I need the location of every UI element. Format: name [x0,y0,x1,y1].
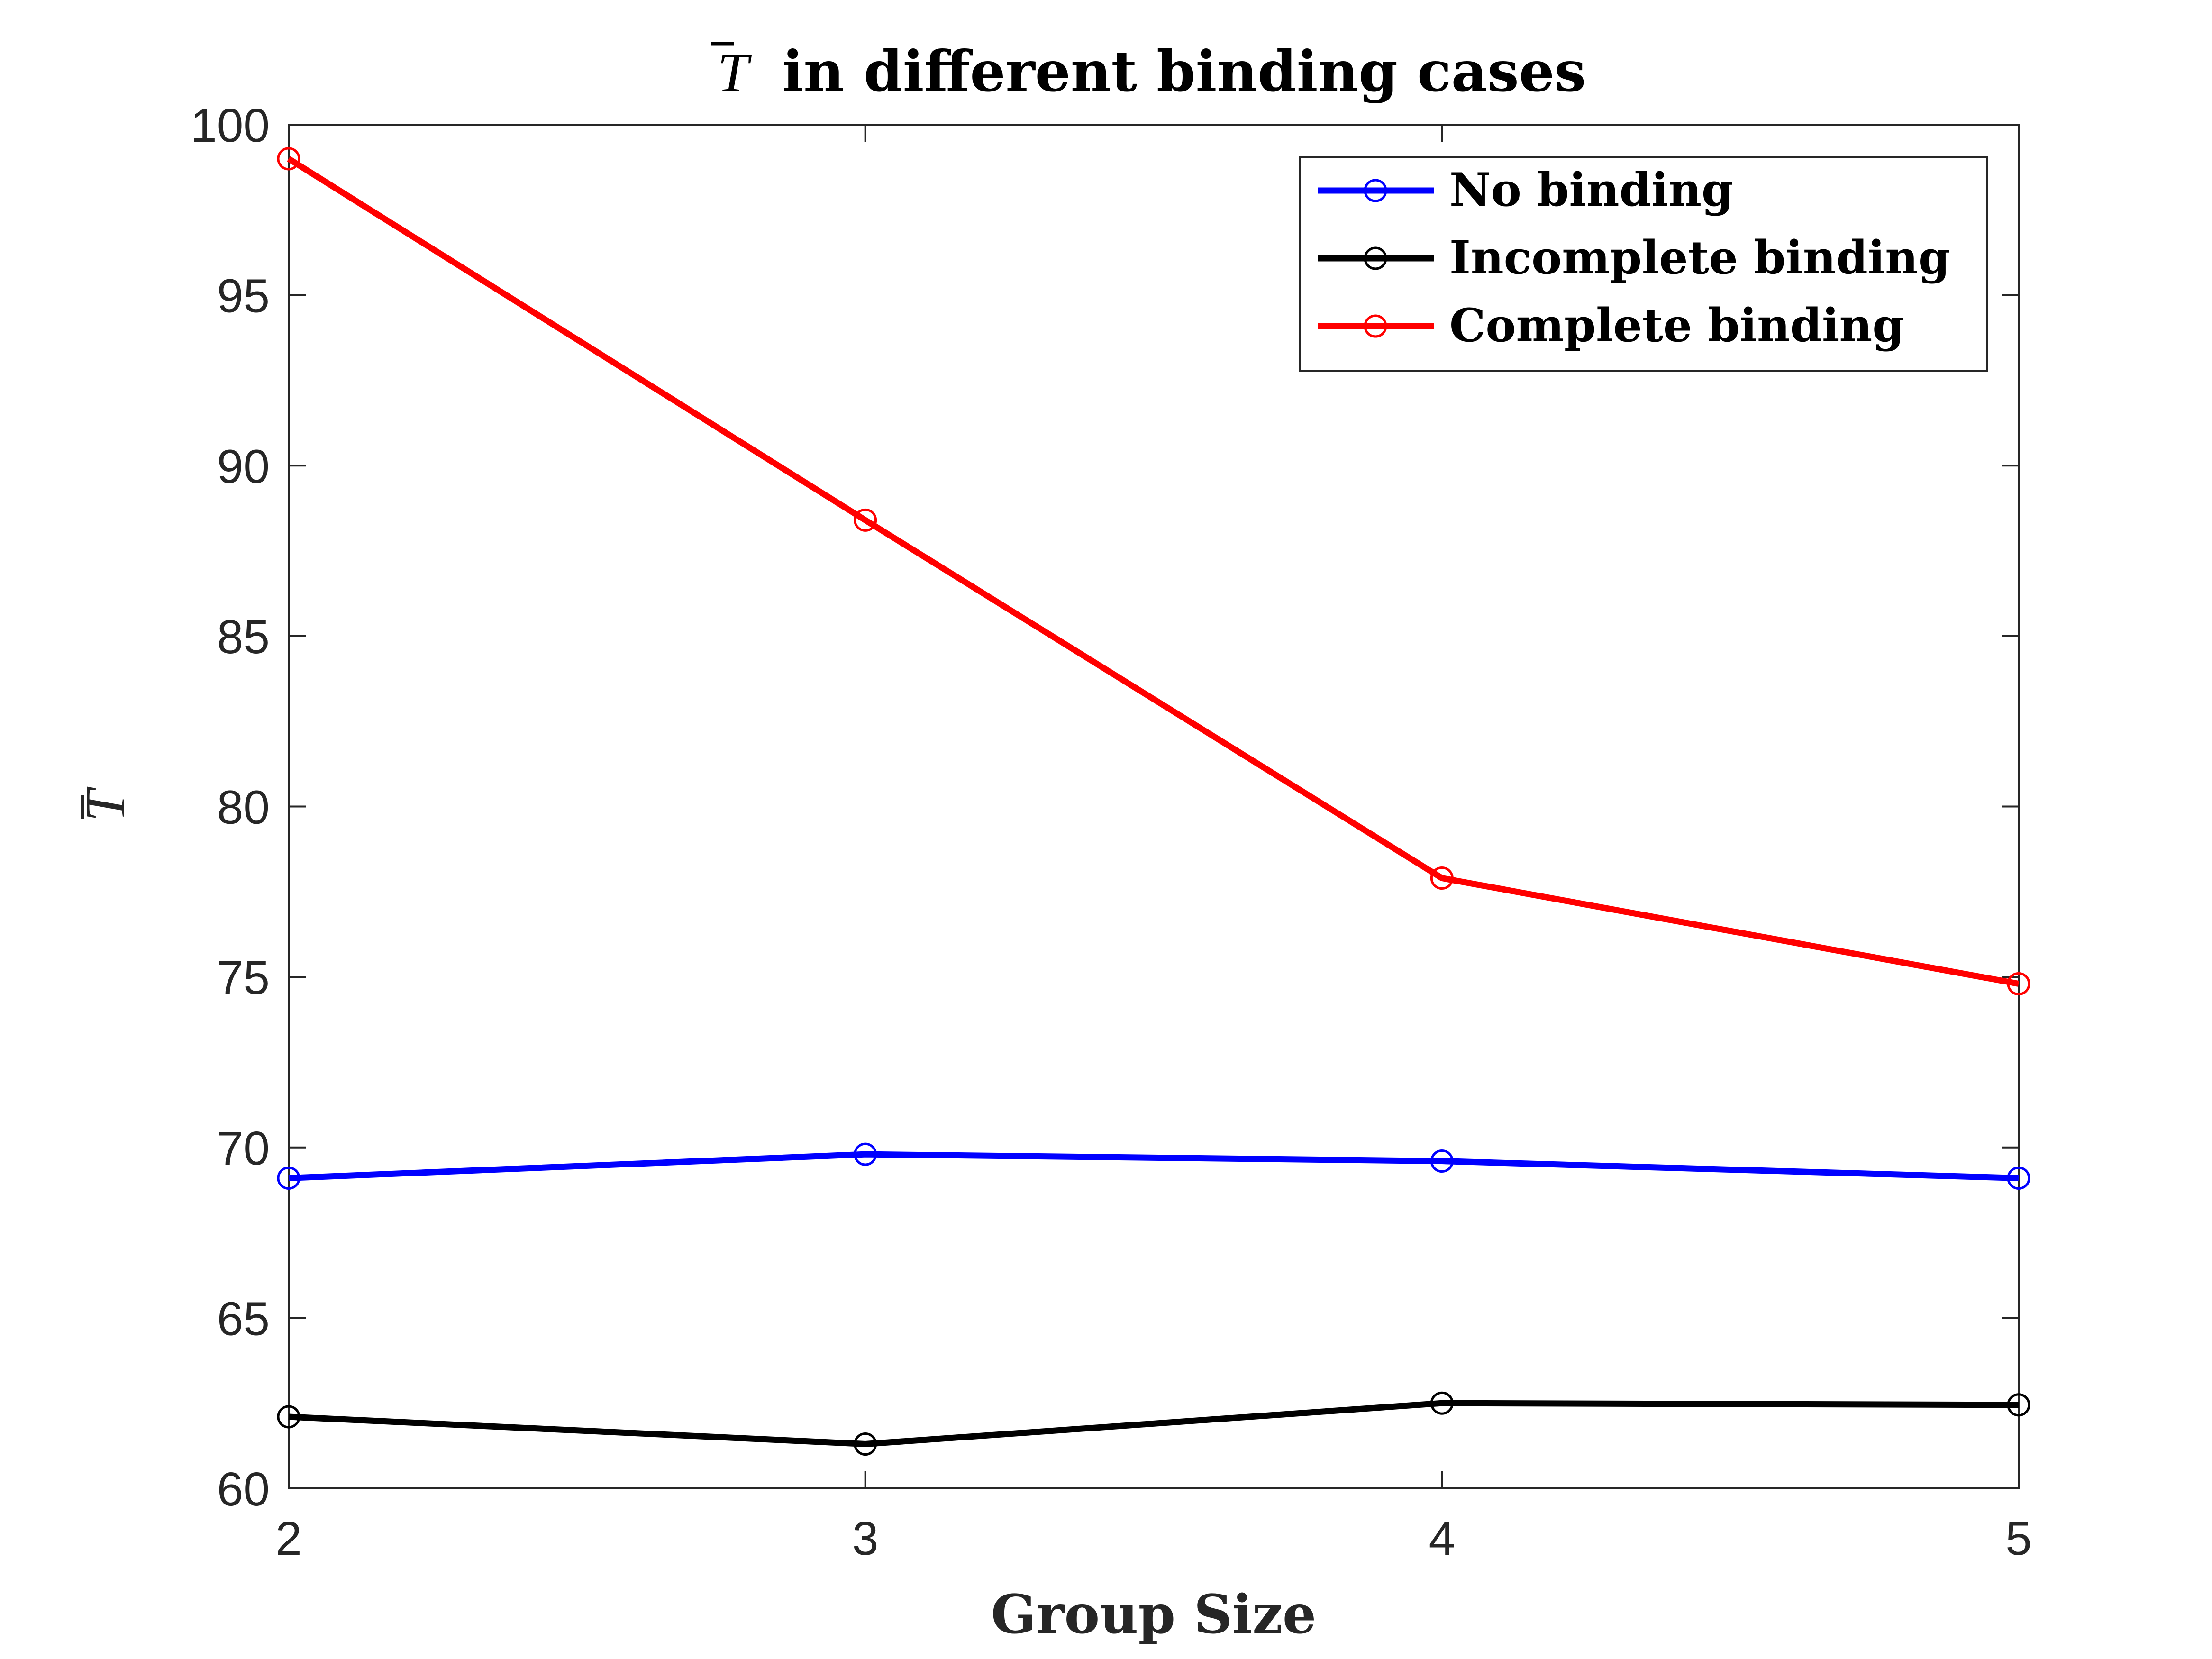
y-tick-label: 70 [217,1122,270,1175]
x-tick-label: 3 [852,1512,879,1565]
series-line [288,1400,2019,1447]
data-point [2007,1393,2030,1417]
x-axis-label: Group Size [991,1584,1316,1646]
y-axis: 60 65 70 75 80 85 90 95 100 [191,99,2019,1516]
legend-marker [1364,179,1387,202]
x-tick-label: 5 [2005,1512,2032,1565]
legend-label: No binding [1449,163,1733,217]
legend-entry: Incomplete binding [1318,231,1950,284]
data-point [277,1166,300,1190]
x-tick-label: 4 [1429,1512,1456,1565]
legend-entry: Complete binding [1318,299,1904,352]
y-tick-label: 95 [217,270,270,323]
series-complete-binding [277,147,2030,996]
title-text: in different binding cases [783,38,1586,104]
x-axis: 2 3 4 5 [275,125,2032,1565]
data-point [854,508,877,532]
y-tick-label: 65 [217,1292,270,1345]
series-incomplete-binding [277,1391,2030,1456]
y-tick-label: 75 [217,951,270,1004]
data-point [1430,866,1454,890]
legend-entry: No binding [1318,163,1733,217]
legend-marker [1364,314,1387,338]
data-point [277,147,300,171]
series-no-binding [277,1142,2030,1190]
legend-label: Complete binding [1449,299,1904,352]
series-line [288,1151,2019,1181]
y-tick-label: 100 [191,99,270,152]
y-tick-label: 80 [217,781,270,834]
y-tick-label: 60 [217,1463,270,1516]
data-point [1430,1391,1454,1415]
series-layer [277,147,2030,1456]
series-line [287,156,2020,987]
chart-title: T in different binding cases [711,38,1586,104]
legend-label: Incomplete binding [1449,231,1950,284]
data-point [2007,1166,2030,1190]
data-point [854,1142,877,1166]
legend-marker [1364,246,1387,270]
data-point [854,1432,877,1456]
svg-text:T in different binding c: T in different binding cases [718,38,1586,104]
data-point [1430,1149,1454,1173]
data-point [2007,972,2030,996]
x-tick-label: 2 [275,1512,302,1565]
y-axis-label: T [73,786,137,821]
y-tick-label: 85 [217,611,270,664]
title-symbol: T [718,41,752,103]
data-point [277,1405,300,1429]
y-tick-label: 90 [217,440,270,493]
legend: No binding Incomplete binding Complete bin… [1299,156,1988,372]
